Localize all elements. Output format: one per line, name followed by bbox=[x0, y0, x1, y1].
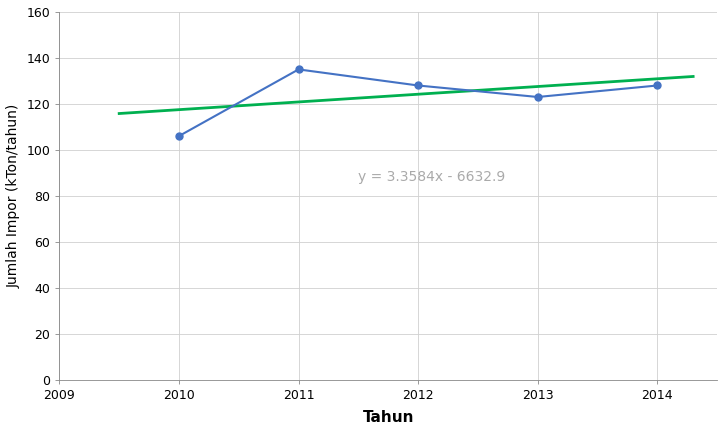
Y-axis label: Jumlah Impor (kTon/tahun): Jumlah Impor (kTon/tahun) bbox=[7, 104, 21, 288]
Text: y = 3.3584x - 6632.9: y = 3.3584x - 6632.9 bbox=[358, 171, 505, 184]
X-axis label: Tahun: Tahun bbox=[363, 410, 414, 425]
